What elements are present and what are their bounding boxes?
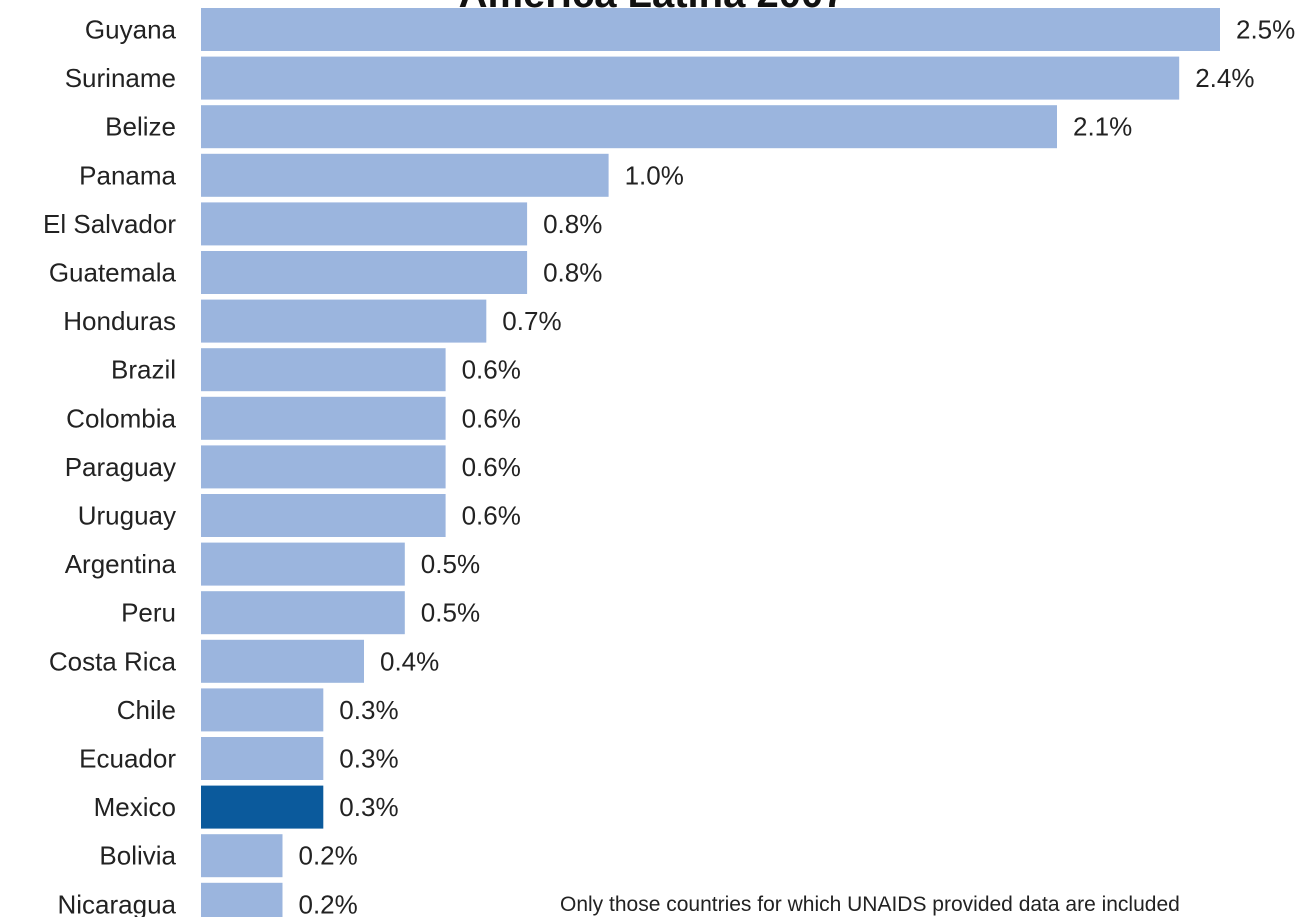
category-label: Belize bbox=[105, 112, 176, 142]
value-label: 0.7% bbox=[502, 306, 561, 336]
value-label: 0.3% bbox=[339, 792, 398, 822]
category-label: Guatemala bbox=[49, 258, 177, 288]
bar-peru bbox=[201, 591, 405, 635]
category-label: Suriname bbox=[65, 63, 176, 93]
value-label: 0.5% bbox=[421, 549, 480, 579]
bar-paraguay bbox=[201, 445, 446, 489]
bar-chile bbox=[201, 688, 324, 732]
bar-panama bbox=[201, 153, 609, 197]
category-label: Costa Rica bbox=[49, 646, 177, 676]
category-label: Argentina bbox=[65, 549, 177, 579]
category-label: Brazil bbox=[111, 355, 176, 385]
bar-honduras bbox=[201, 299, 487, 343]
bar-guatemala bbox=[201, 251, 528, 294]
value-label: 2.4% bbox=[1195, 63, 1254, 93]
category-label: Chile bbox=[117, 695, 176, 725]
bar-belize bbox=[201, 105, 1057, 149]
category-label: Panama bbox=[79, 160, 176, 190]
bar-colombia bbox=[201, 396, 446, 440]
category-label: Mexico bbox=[94, 792, 176, 822]
bar-guyana bbox=[201, 8, 1220, 51]
value-label: 2.1% bbox=[1073, 112, 1132, 142]
category-label: Nicaragua bbox=[57, 889, 176, 917]
value-label: 0.4% bbox=[380, 646, 439, 676]
category-label: Paraguay bbox=[65, 452, 176, 482]
value-label: 1.0% bbox=[625, 160, 684, 190]
category-label: Honduras bbox=[63, 306, 176, 336]
category-label: El Salvador bbox=[43, 209, 176, 239]
category-label: Colombia bbox=[66, 403, 176, 433]
value-label: 0.6% bbox=[462, 355, 521, 385]
value-label: 0.2% bbox=[299, 889, 358, 917]
value-label: 0.6% bbox=[462, 452, 521, 482]
value-label: 0.6% bbox=[462, 501, 521, 531]
category-label: Ecuador bbox=[79, 744, 176, 774]
category-label: Guyana bbox=[85, 15, 177, 45]
value-label: 2.5% bbox=[1236, 15, 1295, 45]
bar-uruguay bbox=[201, 494, 446, 537]
value-label: 0.3% bbox=[339, 744, 398, 774]
bar-suriname bbox=[201, 56, 1180, 100]
category-label: Bolivia bbox=[99, 841, 176, 871]
bar-argentina bbox=[201, 542, 405, 586]
bar-costa-rica bbox=[201, 639, 364, 683]
chart-footnote: Only those countries for which UNAIDS pr… bbox=[560, 893, 1180, 916]
value-label: 0.8% bbox=[543, 209, 602, 239]
bar-nicaragua bbox=[201, 882, 283, 917]
bars-group: Guyana 2.5% Suriname 2.4% Belize 2.1% Panama 1.… bbox=[43, 8, 1295, 917]
value-label: 0.3% bbox=[339, 695, 398, 725]
bar-ecuador bbox=[201, 737, 324, 780]
bar-el-salvador bbox=[201, 202, 528, 246]
category-label: Peru bbox=[121, 598, 176, 628]
value-label: 0.5% bbox=[421, 598, 480, 628]
bar-bolivia bbox=[201, 834, 283, 878]
value-label: 0.8% bbox=[543, 258, 602, 288]
value-label: 0.6% bbox=[462, 403, 521, 433]
value-label: 0.2% bbox=[299, 841, 358, 871]
category-label: Uruguay bbox=[78, 501, 176, 531]
bar-brazil bbox=[201, 348, 446, 392]
bar-mexico bbox=[201, 785, 324, 829]
